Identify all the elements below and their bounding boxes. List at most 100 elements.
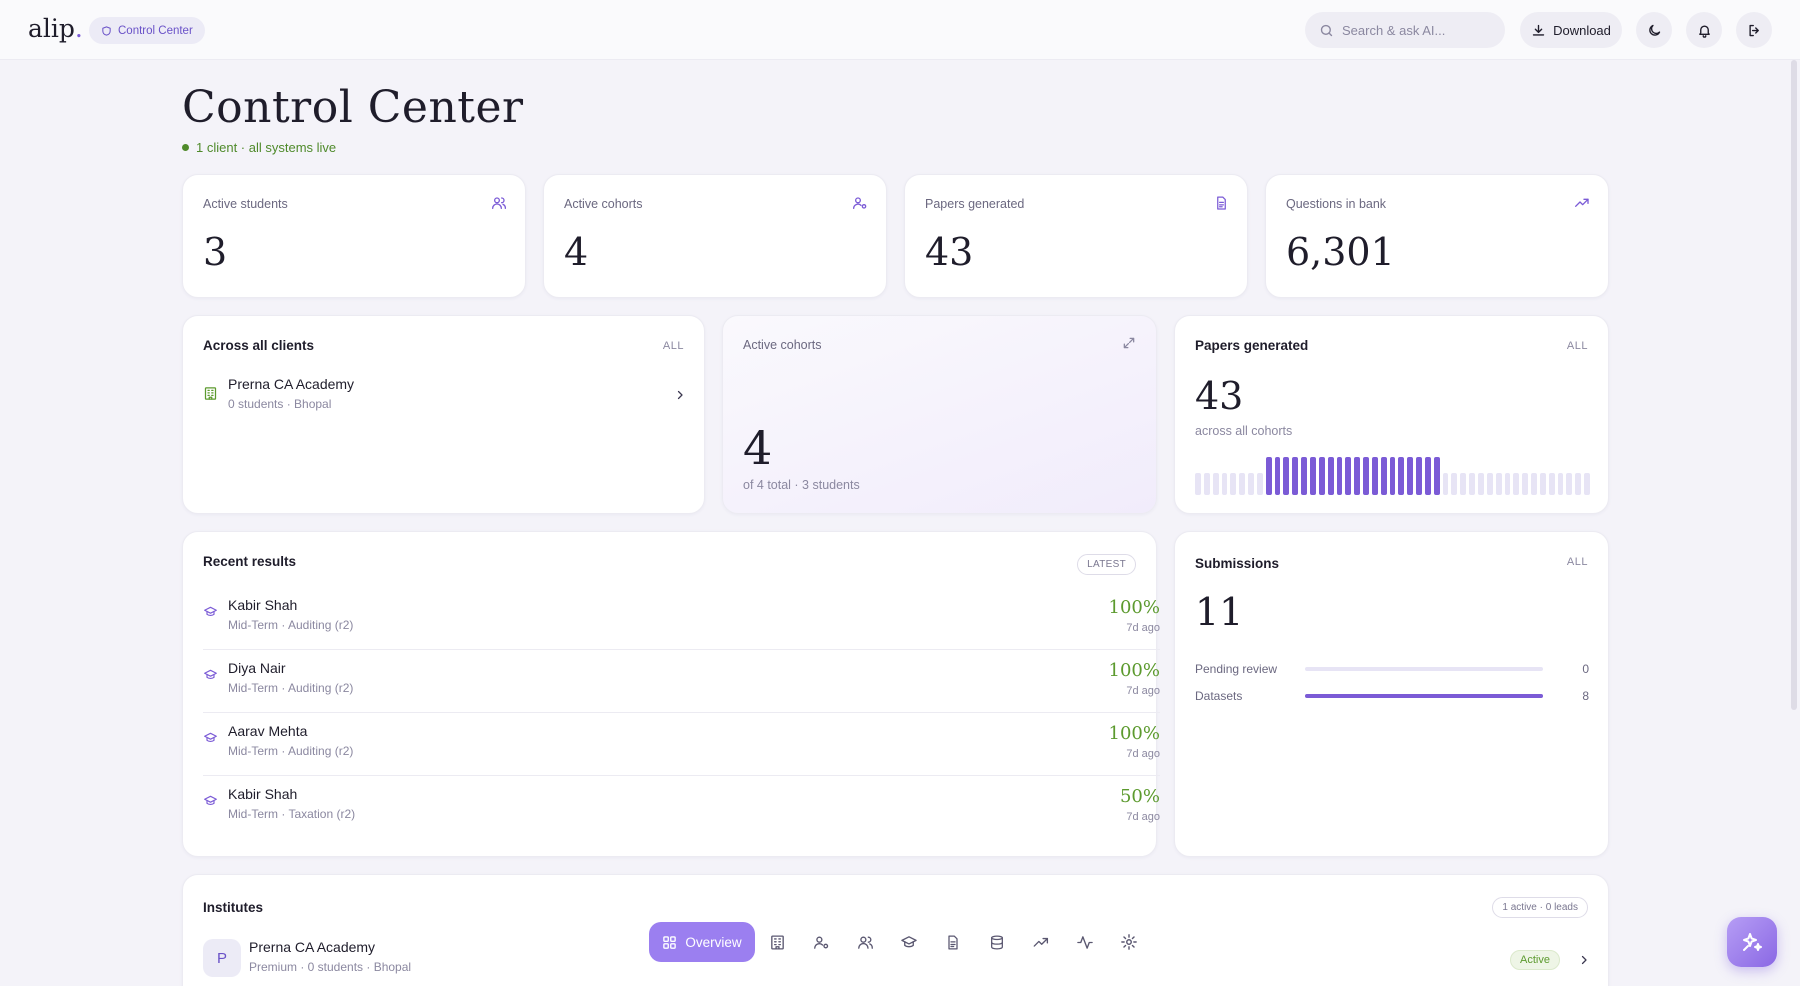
chevron-right-icon xyxy=(677,390,683,400)
papers-bar xyxy=(1283,457,1290,495)
stat-value: 3 xyxy=(203,230,228,274)
download-button[interactable]: Download xyxy=(1520,12,1622,48)
nav-item-students[interactable] xyxy=(843,922,887,962)
card-tag[interactable]: ALL xyxy=(662,340,684,352)
stat-card-active-students[interactable]: Active students 3 xyxy=(182,174,526,298)
nav-label: Overview xyxy=(685,934,742,950)
client-row[interactable]: Prerna CA Academy 0 students · Bhopal xyxy=(203,376,686,418)
bottom-nav: Overview xyxy=(649,922,1151,962)
stat-card-papers-generated[interactable]: Papers generated 43 xyxy=(904,174,1248,298)
papers-bar xyxy=(1398,457,1405,495)
result-row[interactable]: Kabir Shah Mid-Term · Taxation (r2) 50% 7… xyxy=(203,777,1160,839)
papers-bar xyxy=(1327,457,1334,495)
expand-icon[interactable] xyxy=(1122,336,1136,350)
papers-bar xyxy=(1336,457,1343,495)
avatar-initial: P xyxy=(216,949,227,967)
grid-icon xyxy=(663,935,677,949)
institute-details: Premium · 0 students · Bhopal xyxy=(249,960,412,974)
papers-bar xyxy=(1539,473,1546,495)
logo[interactable]: alip. xyxy=(28,14,83,43)
logout-button[interactable] xyxy=(1736,12,1772,48)
result-row[interactable]: Aarav Mehta Mid-Term · Auditing (r2) 100%… xyxy=(203,714,1160,776)
search-icon xyxy=(1320,24,1333,36)
score: 100% xyxy=(1108,597,1160,618)
card-title: Recent results xyxy=(203,554,297,569)
exam-name: Mid-Term · Auditing (r2) xyxy=(228,681,354,695)
nav-item-analytics[interactable] xyxy=(1019,922,1063,962)
recent-results-card: Recent results LATEST Kabir Shah Mid-Term… xyxy=(182,531,1160,857)
user-gear-icon xyxy=(853,197,867,209)
active-cohorts-card[interactable]: Active cohorts 4 of 4 total · 3 students xyxy=(722,315,1157,514)
card-label: Active cohorts xyxy=(743,338,822,352)
stat-label: Papers generated xyxy=(925,197,1025,211)
papers-bar xyxy=(1195,473,1201,495)
shield-icon xyxy=(102,25,111,36)
timestamp: 7d ago xyxy=(1126,748,1160,760)
nav-item-papers[interactable] xyxy=(931,922,975,962)
papers-bar xyxy=(1548,473,1555,495)
download-icon xyxy=(1532,24,1545,36)
stat-value: 43 xyxy=(925,230,974,274)
activity-icon xyxy=(1077,935,1093,949)
stat-label: Questions in bank xyxy=(1286,197,1387,211)
search-placeholder: Search & ask AI... xyxy=(1342,22,1446,38)
card-title: Papers generated xyxy=(1195,338,1309,353)
papers-bar-chart xyxy=(1195,457,1590,495)
papers-bar xyxy=(1309,457,1316,495)
nav-item-settings[interactable] xyxy=(1107,922,1151,962)
institute-row[interactable]: P Prerna CA Academy Premium · 0 students… xyxy=(203,939,1590,979)
papers-bar xyxy=(1354,457,1361,495)
card-tag[interactable]: ALL xyxy=(1566,340,1588,352)
nav-item-cohorts[interactable] xyxy=(799,922,843,962)
papers-bar xyxy=(1230,473,1237,495)
papers-bar xyxy=(1239,473,1246,495)
graduation-cap-icon xyxy=(901,935,917,947)
card-title: Across all clients xyxy=(203,338,315,353)
document-icon xyxy=(1217,196,1226,210)
result-row[interactable]: Kabir Shah Mid-Term · Auditing (r2) 100% … xyxy=(203,588,1160,650)
papers-bar xyxy=(1433,457,1440,495)
papers-bar xyxy=(1531,473,1537,495)
student-name: Kabir Shah xyxy=(228,597,298,613)
stat-card-active-cohorts[interactable]: Active cohorts 4 xyxy=(543,174,887,298)
nav-item-question-bank[interactable] xyxy=(975,922,1019,962)
papers-bar xyxy=(1478,473,1484,495)
card-tag[interactable]: LATEST xyxy=(1077,554,1136,575)
papers-bar xyxy=(1486,473,1493,495)
exam-name: Mid-Term · Auditing (r2) xyxy=(228,744,354,758)
card-tag[interactable]: 1 active · 0 leads xyxy=(1492,897,1588,918)
breadcrumb[interactable]: Control Center xyxy=(89,17,205,44)
nav-item-institutes[interactable] xyxy=(755,922,799,962)
papers-bar xyxy=(1380,457,1387,495)
papers-bar xyxy=(1363,457,1369,495)
papers-bar xyxy=(1292,457,1299,495)
result-row[interactable]: Diya Nair Mid-Term · Auditing (r2) 100% 7… xyxy=(203,651,1160,713)
notifications-button[interactable] xyxy=(1686,12,1722,48)
nav-item-overview[interactable]: Overview xyxy=(649,922,755,962)
breadcrumb-label: Control Center xyxy=(118,24,193,37)
database-icon xyxy=(991,935,1003,949)
progress-track xyxy=(1305,667,1543,671)
score: 50% xyxy=(1119,786,1160,807)
stat-card-questions-in-bank[interactable]: Questions in bank 6,301 xyxy=(1265,174,1609,298)
building-icon xyxy=(770,934,784,950)
nav-item-activity[interactable] xyxy=(1063,922,1107,962)
papers-bar xyxy=(1442,473,1449,495)
card-tag[interactable]: ALL xyxy=(1566,556,1588,568)
nav-item-results[interactable] xyxy=(887,922,931,962)
card-value: 4 xyxy=(743,421,773,475)
scrollbar[interactable] xyxy=(1791,60,1797,710)
card-subtitle: of 4 total · 3 students xyxy=(743,478,860,492)
papers-bar xyxy=(1345,457,1352,495)
theme-toggle-button[interactable] xyxy=(1636,12,1672,48)
submission-row-pending: Pending review 0 xyxy=(1195,662,1589,678)
bell-icon xyxy=(1698,24,1710,38)
card-title: Submissions xyxy=(1195,556,1280,571)
client-details: 0 students · Bhopal xyxy=(228,397,332,411)
ai-assistant-button[interactable] xyxy=(1727,917,1777,967)
papers-bar xyxy=(1451,473,1458,495)
search-input[interactable]: Search & ask AI... xyxy=(1305,12,1505,48)
trend-up-icon xyxy=(1033,937,1049,947)
papers-bar xyxy=(1371,457,1378,495)
papers-bar xyxy=(1407,457,1414,495)
